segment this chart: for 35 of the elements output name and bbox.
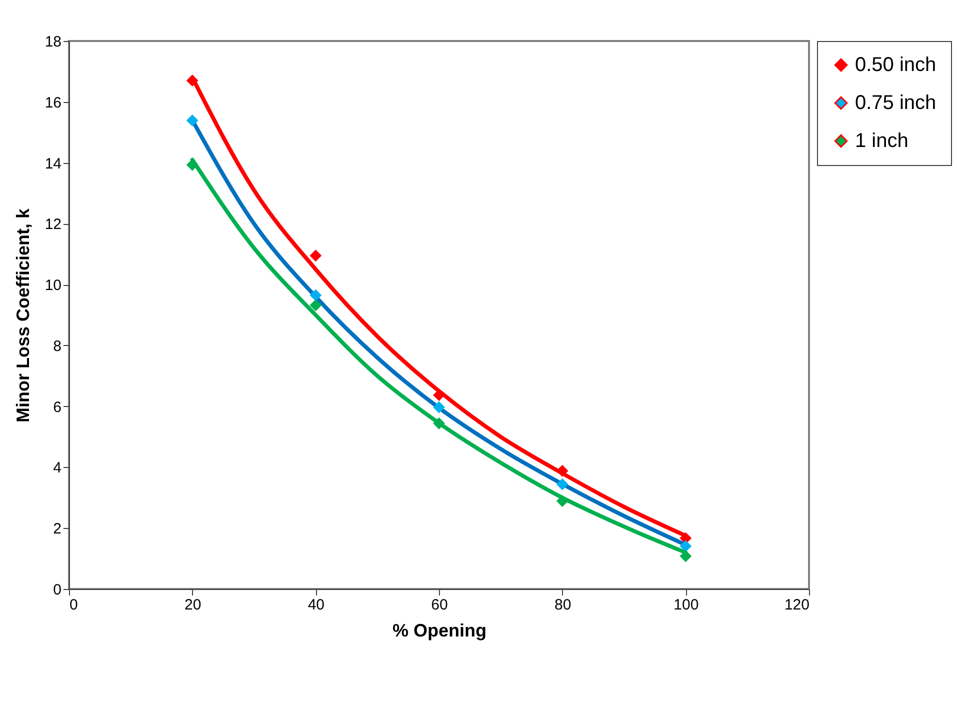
y-tick-label: 0 [53,582,62,598]
point [186,159,198,171]
x-tick-label: 40 [308,596,325,614]
point [680,540,692,552]
legend-label: 0.75 inch [855,92,936,114]
x-tick-label: 80 [554,596,572,614]
point [433,418,445,430]
y-tick-label: 14 [44,155,62,172]
x-tick-label: 20 [184,596,202,614]
point [310,289,322,301]
point [186,114,198,126]
x-tick-label: 60 [431,596,448,614]
point [310,250,322,262]
point [556,478,568,490]
y-tick-label: 10 [44,277,62,294]
x-tick-label: 0 [70,596,78,614]
y-tick-label: 8 [53,338,62,355]
y-axis-title: Minor Loss Coefficient, k [12,208,33,423]
point [433,402,445,413]
y-tick-label: 4 [53,460,62,477]
x-tick-label: 120 [784,596,810,614]
y-tick-label: 6 [53,398,62,416]
point [556,495,568,507]
legend-label: 1 inch [855,130,908,152]
point [310,300,322,311]
x-tick-label: 100 [674,596,699,614]
legend-label: 0.50 inch [855,54,936,76]
x-axis-title: % Opening [392,620,486,640]
point [556,465,568,477]
y-tick-label: 12 [44,216,62,234]
y-tick-label: 18 [44,34,62,50]
y-tick-label: 16 [44,94,62,112]
y-tick-label: 2 [53,520,62,538]
point [186,74,198,86]
point [680,550,692,562]
